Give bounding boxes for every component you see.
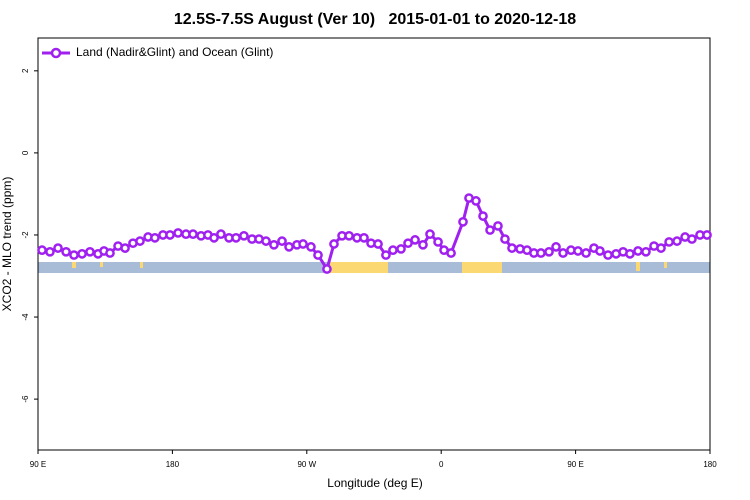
data-point (388, 245, 398, 256)
x-axis-label: Longitude (deg E) (327, 476, 422, 490)
legend-marker (50, 47, 62, 59)
x-tick-label: 90 E (30, 460, 46, 469)
data-point (603, 250, 613, 260)
data-point (581, 248, 591, 258)
data-point (664, 237, 674, 247)
data-point (493, 221, 503, 231)
data-point (702, 230, 712, 240)
data-point (105, 248, 115, 258)
y-axis-label: XCO2 - MLO trend (ppm) (0, 177, 14, 312)
data-point (573, 246, 583, 256)
data-point (188, 229, 198, 240)
y-tick-label: 0 (21, 150, 30, 155)
data-point (37, 245, 47, 256)
land-band (100, 262, 103, 267)
data-point (344, 230, 354, 241)
data-point (595, 246, 605, 256)
y-tick-label: -6 (21, 395, 30, 403)
data-point (277, 236, 287, 246)
data-point (458, 216, 468, 227)
data-point (306, 242, 316, 252)
data-point (120, 243, 130, 253)
data-point (425, 229, 435, 240)
data-point (298, 239, 308, 249)
land-band (140, 262, 143, 268)
data-point (284, 242, 294, 252)
data-point (433, 237, 443, 247)
data-point (381, 250, 391, 260)
data-point (471, 196, 481, 206)
y-tick-label: -2 (21, 231, 30, 239)
data-point (216, 229, 226, 240)
land-band (330, 262, 388, 273)
data-point (396, 244, 406, 254)
data-point (359, 232, 369, 243)
data-point (418, 239, 428, 250)
land-ocean-band (38, 262, 710, 273)
data-point (373, 239, 383, 249)
data-point (269, 239, 279, 250)
data-point (261, 236, 271, 246)
data-point (410, 235, 420, 245)
x-tick-label: 0 (439, 460, 444, 469)
data-point (313, 250, 323, 260)
data-point (61, 246, 71, 257)
chart-title: 12.5S-7.5S August (Ver 10) 2015-01-01 to… (174, 11, 576, 28)
legend-label: Land (Nadir&Glint) and Ocean (Glint) (76, 45, 273, 59)
x-tick-label: 180 (703, 460, 717, 469)
data-point (173, 228, 183, 238)
data-point (544, 246, 554, 257)
data-point (329, 239, 339, 249)
data-point (322, 264, 332, 274)
data-point (446, 248, 456, 258)
y-tick-label: 2 (21, 68, 30, 73)
data-point (53, 243, 63, 253)
data-point (77, 248, 87, 259)
data-point (135, 236, 145, 246)
data-point (625, 248, 635, 259)
data-point (633, 246, 643, 256)
data-point (150, 232, 160, 243)
land-band (72, 262, 76, 268)
data-point (85, 246, 95, 257)
y-tick-label: -4 (21, 313, 30, 321)
data-point (507, 243, 517, 253)
data-point (69, 250, 79, 260)
data-point (485, 225, 495, 235)
data-point (500, 234, 510, 244)
data-point (672, 236, 682, 246)
x-tick-label: 90 E (567, 460, 583, 469)
data-point (558, 248, 568, 258)
data-point (478, 211, 488, 221)
data-point (239, 230, 249, 241)
data-point (231, 232, 241, 243)
data-point (209, 232, 219, 243)
plot-frame (37, 37, 711, 451)
data-point (641, 246, 651, 257)
data-point (165, 230, 175, 240)
x-tick-label: 180 (166, 460, 180, 469)
land-band (462, 262, 502, 273)
land-band (664, 262, 667, 268)
data-point (536, 248, 546, 258)
data-point (687, 234, 697, 244)
land-band (636, 262, 640, 271)
data-point (551, 242, 561, 252)
data-point (45, 246, 55, 257)
data-point (656, 243, 666, 253)
x-tick-label: 90 W (297, 460, 316, 469)
